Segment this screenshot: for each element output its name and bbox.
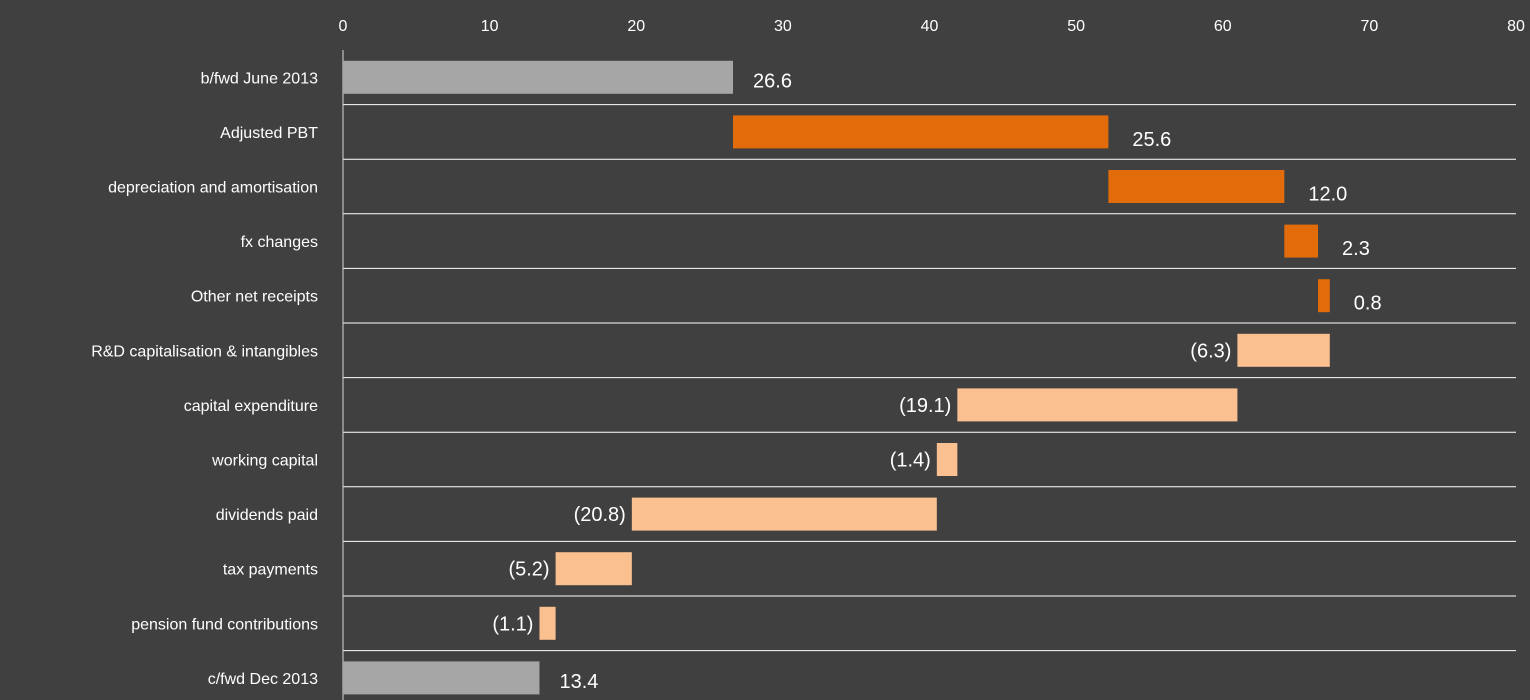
data-label: (1.4) xyxy=(890,450,931,472)
bars xyxy=(343,60,1330,695)
bar-decrease xyxy=(555,552,632,586)
bar-increase xyxy=(1108,170,1285,203)
data-label: 26.6 xyxy=(753,70,792,92)
bar-total xyxy=(343,661,540,695)
bar-decrease xyxy=(1237,333,1330,367)
bar-decrease xyxy=(631,497,937,531)
category-label: working capital xyxy=(211,453,318,470)
category-label: pension fund contributions xyxy=(131,616,318,633)
x-tick-label: 20 xyxy=(627,18,645,35)
bar-increase xyxy=(1318,279,1330,313)
x-tick-label: 80 xyxy=(1507,18,1525,35)
x-tick-label: 60 xyxy=(1214,18,1232,35)
bar-increase xyxy=(733,115,1109,149)
category-label: R&D capitalisation & intangibles xyxy=(91,343,318,360)
bar-increase xyxy=(1284,224,1319,258)
x-tick-label: 70 xyxy=(1360,18,1378,35)
data-label: 2.3 xyxy=(1342,238,1370,260)
x-tick-label: 10 xyxy=(481,18,499,35)
category-label: Adjusted PBT xyxy=(220,125,318,142)
x-tick-label: 50 xyxy=(1067,18,1085,35)
category-axis: b/fwd June 2013 Adjusted PBT depreciation … xyxy=(91,70,318,688)
bar-decrease xyxy=(936,443,958,476)
gridlines xyxy=(342,50,1516,700)
category-label: fx changes xyxy=(241,234,318,251)
category-label: Other net receipts xyxy=(191,289,318,306)
bar-total xyxy=(343,60,734,94)
data-label: (6.3) xyxy=(1190,340,1231,362)
data-label: (1.1) xyxy=(492,613,533,635)
data-label: 12.0 xyxy=(1308,184,1347,206)
data-labels: 26.6 25.6 12.0 2.3 0.8 (6.3) (19.1) (1.4) (20.8)… xyxy=(492,70,1381,693)
category-label: c/fwd Dec 2013 xyxy=(208,671,318,688)
category-label: tax payments xyxy=(223,562,318,579)
x-tick-label: 0 xyxy=(339,18,348,35)
category-label: dividends paid xyxy=(216,507,318,524)
bar-decrease xyxy=(957,388,1238,422)
x-axis-ticks: 0 10 20 30 40 50 60 70 80 xyxy=(339,18,1525,35)
data-label: (20.8) xyxy=(574,504,626,526)
data-label: 0.8 xyxy=(1354,293,1382,315)
x-tick-label: 30 xyxy=(774,18,792,35)
category-label: capital expenditure xyxy=(184,398,318,415)
data-label: (5.2) xyxy=(508,559,549,581)
category-label: depreciation and amortisation xyxy=(108,180,318,197)
bar-decrease xyxy=(539,606,556,640)
x-tick-label: 40 xyxy=(921,18,939,35)
data-label: 13.4 xyxy=(559,671,598,693)
data-label: 25.6 xyxy=(1132,129,1171,151)
data-label: (19.1) xyxy=(899,395,951,417)
category-label: b/fwd June 2013 xyxy=(201,70,319,87)
